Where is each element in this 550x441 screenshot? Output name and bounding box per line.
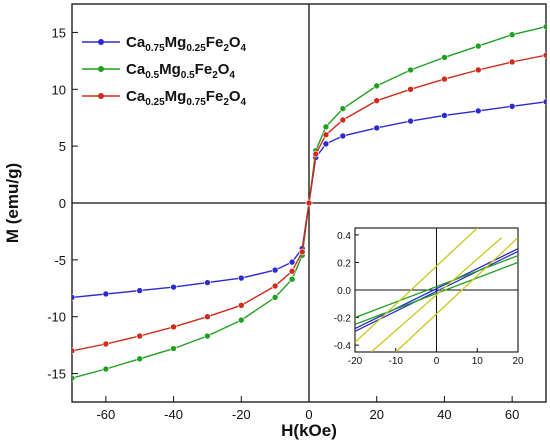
legend-label: Ca0.5Mg0.5Fe2O4: [126, 61, 235, 81]
inset-curves: [355, 228, 518, 352]
data-point: [136, 355, 144, 363]
inset-x-tick-label: -20: [348, 356, 363, 367]
data-point: [237, 302, 245, 309]
data-point: [288, 275, 296, 283]
data-point: [271, 294, 279, 301]
data-point: [288, 267, 296, 275]
data-point: [102, 365, 110, 373]
data-point: [204, 279, 211, 286]
data-point: [474, 107, 482, 115]
data-point: [508, 31, 516, 39]
inset-x-tick-label: -10: [389, 356, 404, 367]
y-tick-label: 15: [52, 25, 66, 40]
legend-label: Ca0.25Mg0.75Fe2O4: [126, 88, 247, 108]
y-tick-label: -15: [47, 367, 66, 382]
data-point: [542, 23, 546, 31]
data-point: [136, 332, 144, 340]
y-tick-label: 10: [52, 82, 66, 97]
inset-series-line-4: [355, 261, 518, 326]
x-tick-label: -20: [232, 407, 251, 422]
inset-y-tick-label: -0.2: [334, 314, 352, 325]
data-point: [474, 66, 482, 74]
data-point: [542, 98, 546, 106]
data-point: [339, 116, 347, 124]
inset-y-tick-label: 0.4: [337, 231, 351, 242]
data-point: [373, 124, 381, 132]
x-axis-label: H(kOe): [281, 421, 337, 440]
inset-series-line-2: [355, 250, 518, 332]
main-plot-area: -60 -40 -20 0 20 40 60 -15 -10 -5 0 5 10 15 H(kOe) M (e…: [3, 3, 547, 440]
data-point: [322, 123, 330, 131]
data-point: [322, 140, 330, 148]
data-point: [407, 85, 414, 93]
inset-y-tick-label: 0.0: [337, 286, 351, 297]
data-point: [407, 117, 414, 125]
curves: [72, 23, 546, 382]
y-tick-label: 0: [59, 196, 66, 211]
data-point: [322, 131, 330, 139]
data-point: [72, 347, 76, 355]
y-tick-label: -5: [54, 253, 66, 268]
data-point: [373, 82, 381, 90]
data-point: [407, 66, 414, 74]
data-point: [204, 313, 211, 321]
inset-x-tick-label: 10: [472, 356, 484, 367]
data-point: [170, 345, 177, 352]
data-point: [298, 248, 306, 256]
data-point: [102, 340, 110, 348]
x-tick-label: 40: [437, 407, 451, 422]
data-point: [237, 274, 245, 282]
data-point: [271, 282, 279, 290]
data-point: [288, 258, 296, 266]
inset-y-tick-label: 0.2: [337, 258, 351, 269]
legend-marker: [98, 39, 104, 45]
data-point: [373, 97, 381, 104]
data-point: [441, 112, 448, 119]
inset-series-line-3: [355, 254, 518, 319]
x-tick-label: 0: [305, 407, 312, 422]
inset-series-line-5: [370, 237, 503, 352]
x-tick-label: 20: [369, 407, 383, 422]
data-point: [136, 287, 144, 294]
data-point: [339, 105, 347, 112]
data-point: [542, 51, 546, 59]
legend-marker: [98, 93, 104, 99]
data-point: [305, 199, 313, 207]
x-tick-label: -40: [164, 407, 183, 422]
data-point: [474, 42, 482, 50]
inset-y-tick-label: -0.4: [334, 341, 352, 352]
inset-series-line-1: [355, 248, 518, 330]
data-point: [72, 374, 76, 382]
x-tick-label: 60: [505, 407, 519, 422]
data-point: [441, 54, 448, 61]
data-point: [339, 132, 347, 140]
data-point: [312, 150, 320, 158]
data-point: [102, 290, 110, 298]
data-point: [204, 332, 211, 340]
legend-label: Ca0.75Mg0.25Fe2O4: [126, 34, 247, 54]
legend-marker: [98, 66, 104, 72]
data-point: [441, 75, 448, 83]
data-point: [170, 323, 177, 331]
y-tick-label: -10: [47, 310, 66, 325]
inset-series-line-7: [355, 228, 478, 343]
inset-x-tick-label: 20: [512, 356, 524, 367]
data-point: [170, 283, 177, 291]
data-point: [271, 266, 279, 274]
data-point: [508, 103, 516, 110]
inset-series-line-6: [395, 237, 518, 352]
y-tick-label: 5: [59, 139, 66, 154]
data-point: [72, 294, 76, 301]
legend: Ca0.75Mg0.25Fe2O4 Ca0.5Mg0.5Fe2O4 Ca0.25Mg…: [82, 34, 247, 108]
x-tick-label: -60: [96, 407, 115, 422]
data-point: [508, 58, 516, 66]
inset-x-tick-label: 0: [434, 356, 440, 367]
inset-plot-area: -20 -10 0 10 20 -0.4 -0.2 0.0 0.2 0.4: [318, 215, 542, 373]
data-point: [237, 316, 245, 324]
y-axis-label: M (emu/g): [3, 163, 22, 243]
